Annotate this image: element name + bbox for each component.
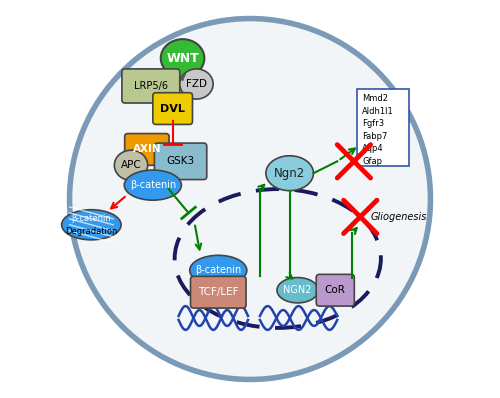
Text: AXIN: AXIN: [132, 144, 161, 154]
Text: Degradation: Degradation: [65, 227, 118, 236]
Text: β-catenin: β-catenin: [130, 180, 176, 190]
Text: FZD: FZD: [186, 79, 207, 89]
Ellipse shape: [190, 256, 247, 285]
FancyBboxPatch shape: [190, 276, 246, 308]
Text: DVL: DVL: [160, 103, 185, 113]
Ellipse shape: [161, 39, 204, 77]
Text: Mmd2: Mmd2: [362, 94, 388, 103]
Text: GSK3: GSK3: [166, 156, 194, 166]
FancyBboxPatch shape: [357, 89, 409, 166]
Text: β-catenin: β-catenin: [195, 265, 242, 275]
Text: Fabp7: Fabp7: [362, 132, 388, 141]
Text: Fgfr3: Fgfr3: [362, 119, 384, 128]
FancyBboxPatch shape: [122, 69, 180, 103]
Text: LRP5/6: LRP5/6: [134, 81, 168, 91]
Ellipse shape: [62, 210, 121, 240]
Text: Aqp4: Aqp4: [362, 144, 384, 153]
Text: NGN2: NGN2: [284, 285, 312, 295]
FancyBboxPatch shape: [153, 93, 192, 125]
FancyBboxPatch shape: [154, 143, 207, 179]
Text: Ngn2: Ngn2: [274, 167, 306, 180]
Text: β-catenin: β-catenin: [72, 215, 111, 223]
Text: CoR: CoR: [325, 285, 345, 295]
Ellipse shape: [114, 150, 148, 180]
Text: Gfap: Gfap: [362, 157, 382, 166]
Text: Gliogenesis: Gliogenesis: [370, 212, 427, 222]
Ellipse shape: [180, 69, 213, 99]
FancyBboxPatch shape: [316, 274, 354, 306]
FancyBboxPatch shape: [124, 134, 169, 165]
Ellipse shape: [70, 19, 430, 379]
Ellipse shape: [277, 277, 318, 303]
Text: APC: APC: [120, 160, 142, 170]
Ellipse shape: [266, 156, 314, 191]
Text: WNT: WNT: [166, 52, 199, 65]
Ellipse shape: [124, 170, 182, 200]
Text: Aldh1l1: Aldh1l1: [362, 107, 394, 116]
Text: TCF/LEF: TCF/LEF: [198, 287, 238, 297]
